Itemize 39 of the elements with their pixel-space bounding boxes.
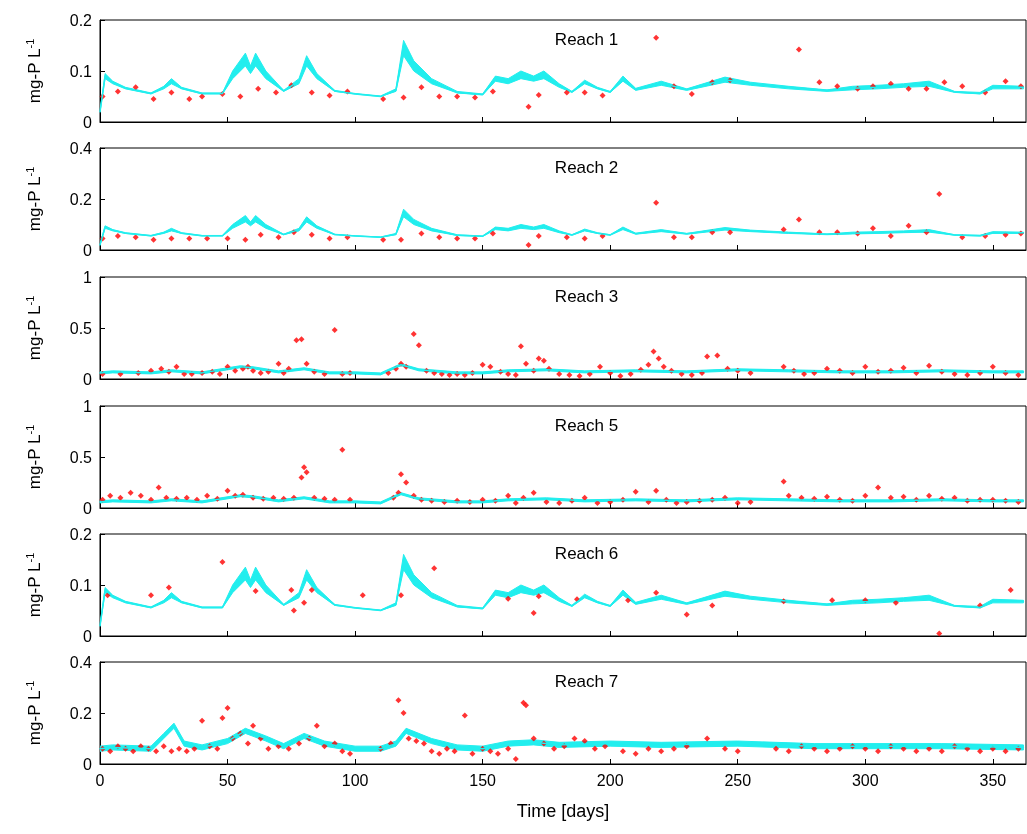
y-tick-label: 1: [83, 268, 93, 286]
y-tick-label: 0: [83, 241, 93, 259]
x-tick-label: 100: [341, 771, 369, 789]
x-tick-label: 250: [724, 771, 752, 789]
y-tick-label: 0.2: [69, 704, 93, 722]
y-tick-label: 0: [83, 113, 93, 131]
text: Reach 5: [554, 416, 619, 435]
text: Reach 1: [554, 30, 619, 49]
y-tick-label: 0: [83, 627, 93, 645]
y-tick-label: 0.2: [69, 11, 93, 29]
y-tick-label: 0.4: [69, 653, 93, 671]
text: Reach 7: [554, 672, 619, 691]
y-tick-label: 0: [83, 370, 93, 388]
x-tick-label: 300: [851, 771, 879, 789]
x-tick-label: 0: [95, 771, 105, 789]
y-axis-title: mg-P L-1: [23, 680, 44, 746]
x-tick-label: 150: [469, 771, 497, 789]
y-tick-label: 0: [83, 755, 93, 773]
y-axis-title: mg-P L-1: [23, 38, 44, 104]
x-axis-title: Time [days]: [516, 801, 610, 821]
y-tick-label: 0.2: [69, 190, 93, 208]
y-tick-label: 0.4: [69, 139, 93, 157]
y-axis-title: mg-P L-1: [23, 295, 44, 361]
y-tick-label: 0.2: [69, 525, 93, 543]
y-axis-title: mg-P L-1: [23, 166, 44, 232]
y-tick-label: 1: [83, 397, 93, 415]
text: Reach 6: [554, 544, 619, 563]
x-tick-label: 50: [218, 771, 237, 789]
y-tick-label: 0.5: [69, 319, 93, 337]
y-tick-label: 0.5: [69, 448, 93, 466]
text: Reach 3: [554, 287, 619, 306]
text: Reach 2: [554, 158, 619, 177]
y-tick-label: 0.1: [69, 62, 93, 80]
x-tick-label: 200: [596, 771, 624, 789]
y-axis-title: mg-P L-1: [23, 424, 44, 490]
y-tick-label: 0.1: [69, 576, 93, 594]
y-tick-label: 0: [83, 499, 93, 517]
x-tick-label: 350: [979, 771, 1007, 789]
y-axis-title: mg-P L-1: [23, 552, 44, 618]
